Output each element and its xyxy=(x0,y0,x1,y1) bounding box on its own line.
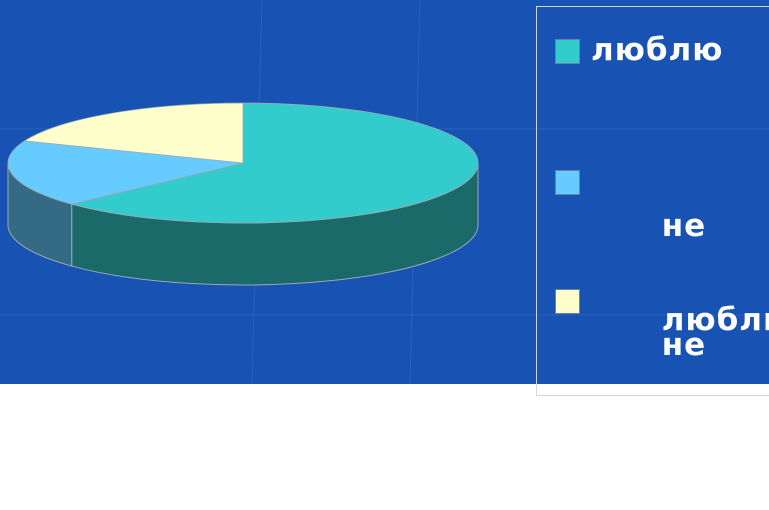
slice-3-top xyxy=(23,102,244,164)
legend-label-ne-lyublyu-line1: не xyxy=(661,208,707,244)
legend-label-ne-lyublyu: не люблю xyxy=(591,156,769,391)
slice-1-top xyxy=(71,102,479,224)
legend-label-ne-lyublyu-line2: люблю xyxy=(661,302,769,338)
legend-swatch-lyublyu xyxy=(555,39,580,64)
pie-chart xyxy=(0,0,769,384)
legend-label-ne-ochen-line2: очень xyxy=(661,421,769,457)
legend-label-lyublyu: люблю xyxy=(591,32,724,68)
legend-label-ne-ochen-line1: не xyxy=(661,327,707,363)
pie-tops xyxy=(7,102,479,224)
slice-2-top xyxy=(7,140,244,205)
legend-swatch-ne-ochen xyxy=(555,289,580,314)
legend-swatch-ne-lyublyu xyxy=(555,170,580,195)
legend: люблю не люблю не очень xyxy=(536,6,769,457)
pie-sides xyxy=(7,162,479,286)
legend-label-ne-ochen: не очень xyxy=(591,275,769,510)
